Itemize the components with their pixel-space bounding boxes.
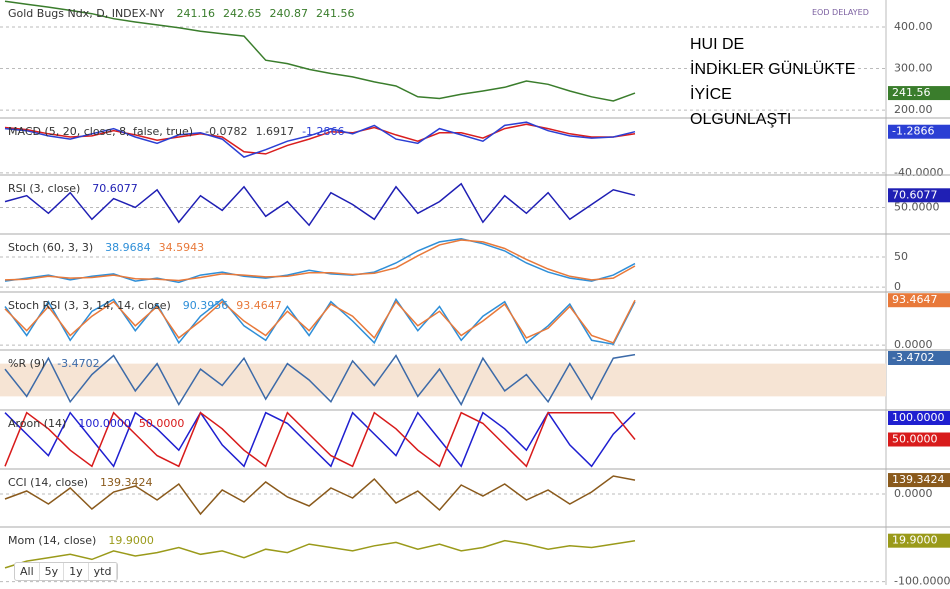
legend-value: 241.56: [316, 7, 355, 20]
range-button[interactable]: 5y: [40, 563, 65, 580]
y-tick-label: 0.0000: [894, 487, 933, 500]
range-button[interactable]: 1y: [64, 563, 89, 580]
last-value-box: [888, 411, 950, 425]
annotation-line: OLGUNLAŞTI: [690, 111, 792, 128]
range-button[interactable]: ytd: [89, 563, 118, 580]
y-tick-label: 300.00: [894, 62, 933, 75]
series-line: [4, 539, 636, 569]
series-line: [4, 353, 636, 407]
annotation-line: İNDİKLER GÜNLÜKTE: [690, 61, 856, 78]
eod-badge: EOD DELAYED: [812, 8, 869, 17]
y-tick-label: 50.0000: [894, 200, 940, 213]
legend-value: 242.65: [223, 7, 262, 20]
legend-value: 100.0000: [78, 417, 131, 430]
last-value-label: -1.2866: [892, 125, 934, 138]
legend-value: 38.9684: [105, 241, 151, 254]
legend-value: 93.4647: [236, 299, 282, 312]
pane-title: RSI (3, close): [8, 182, 80, 195]
series-line: [4, 123, 636, 155]
last-value-box: [888, 293, 950, 308]
legend-value: 139.3424: [100, 476, 153, 489]
band: [0, 363, 886, 397]
annotation-line: HUI DE: [690, 36, 745, 53]
last-value-label: 139.3424: [892, 473, 945, 486]
legend-value: 50.0000: [139, 417, 185, 430]
annotation-line: İYİCE: [690, 86, 732, 103]
range-buttons: All 5y 1y ytd: [14, 562, 119, 581]
last-value-box: [888, 473, 950, 488]
pane-title: Mom (14, close): [8, 534, 96, 547]
y-tick-label: 0.0000: [894, 338, 933, 351]
pane-title: MACD (5, 20, close, 8, false, true): [8, 125, 193, 138]
legend-value: -3.4702: [57, 357, 99, 370]
legend-value: 70.6077: [92, 182, 138, 195]
last-value-box: [888, 86, 950, 101]
last-value-box: [888, 124, 950, 139]
legend-value: 240.87: [270, 7, 309, 20]
pane-title: %R (9): [8, 357, 45, 370]
pane-title: CCI (14, close): [8, 476, 88, 489]
y-tick-label: 0: [894, 280, 901, 293]
series-line: [4, 411, 636, 468]
pane-title: Aroon (14): [8, 417, 66, 430]
series-line: [4, 239, 636, 282]
legend-value: 90.3956: [183, 299, 229, 312]
last-value-label: 50.0000: [892, 433, 938, 446]
legend-value: 19.9000: [108, 534, 154, 547]
last-value-box: [888, 533, 950, 548]
legend-value: 1.6917: [256, 125, 295, 138]
last-value-box: [888, 188, 950, 203]
series-line: [4, 299, 636, 344]
series-line: [4, 0, 636, 102]
pane-title: Stoch RSI (3, 3, 14, 14, close): [8, 299, 171, 312]
legend-value: 241.16: [177, 7, 216, 20]
y-tick-label: 50: [894, 250, 908, 263]
last-value-label: 100.0000: [892, 411, 945, 424]
series-line: [4, 121, 636, 158]
series-line: [4, 411, 636, 468]
last-value-label: 70.6077: [892, 188, 938, 201]
legend-value: -1.2866: [302, 125, 344, 138]
range-button[interactable]: All: [15, 563, 40, 580]
last-value-label: 93.4647: [892, 293, 938, 306]
annotation: HUI DE İNDİKLER GÜNLÜKTE İYİCE OLGUNLAŞT…: [690, 32, 855, 132]
y-tick-label: 200.00: [894, 103, 933, 116]
legend-value: -0.0782: [205, 125, 247, 138]
last-value-label: -3.4702: [892, 351, 934, 364]
last-value-box: [888, 351, 950, 365]
legend-value: 34.5943: [159, 241, 205, 254]
series-line: [4, 238, 636, 284]
last-value-label: 19.9000: [892, 534, 938, 547]
series-line: [4, 475, 636, 516]
y-tick-label: -40.0000: [894, 166, 943, 179]
y-tick-label: 400.00: [894, 20, 933, 33]
series-line: [4, 297, 636, 346]
pane-title: Stoch (60, 3, 3): [8, 241, 93, 254]
series-line: [4, 182, 636, 227]
y-tick-label: -100.0000: [894, 575, 950, 585]
last-value-box: [888, 432, 950, 447]
last-value-label: 241.56: [892, 86, 931, 99]
pane-title: Gold Bugs Ndx, D, INDEX-NY: [8, 7, 165, 20]
